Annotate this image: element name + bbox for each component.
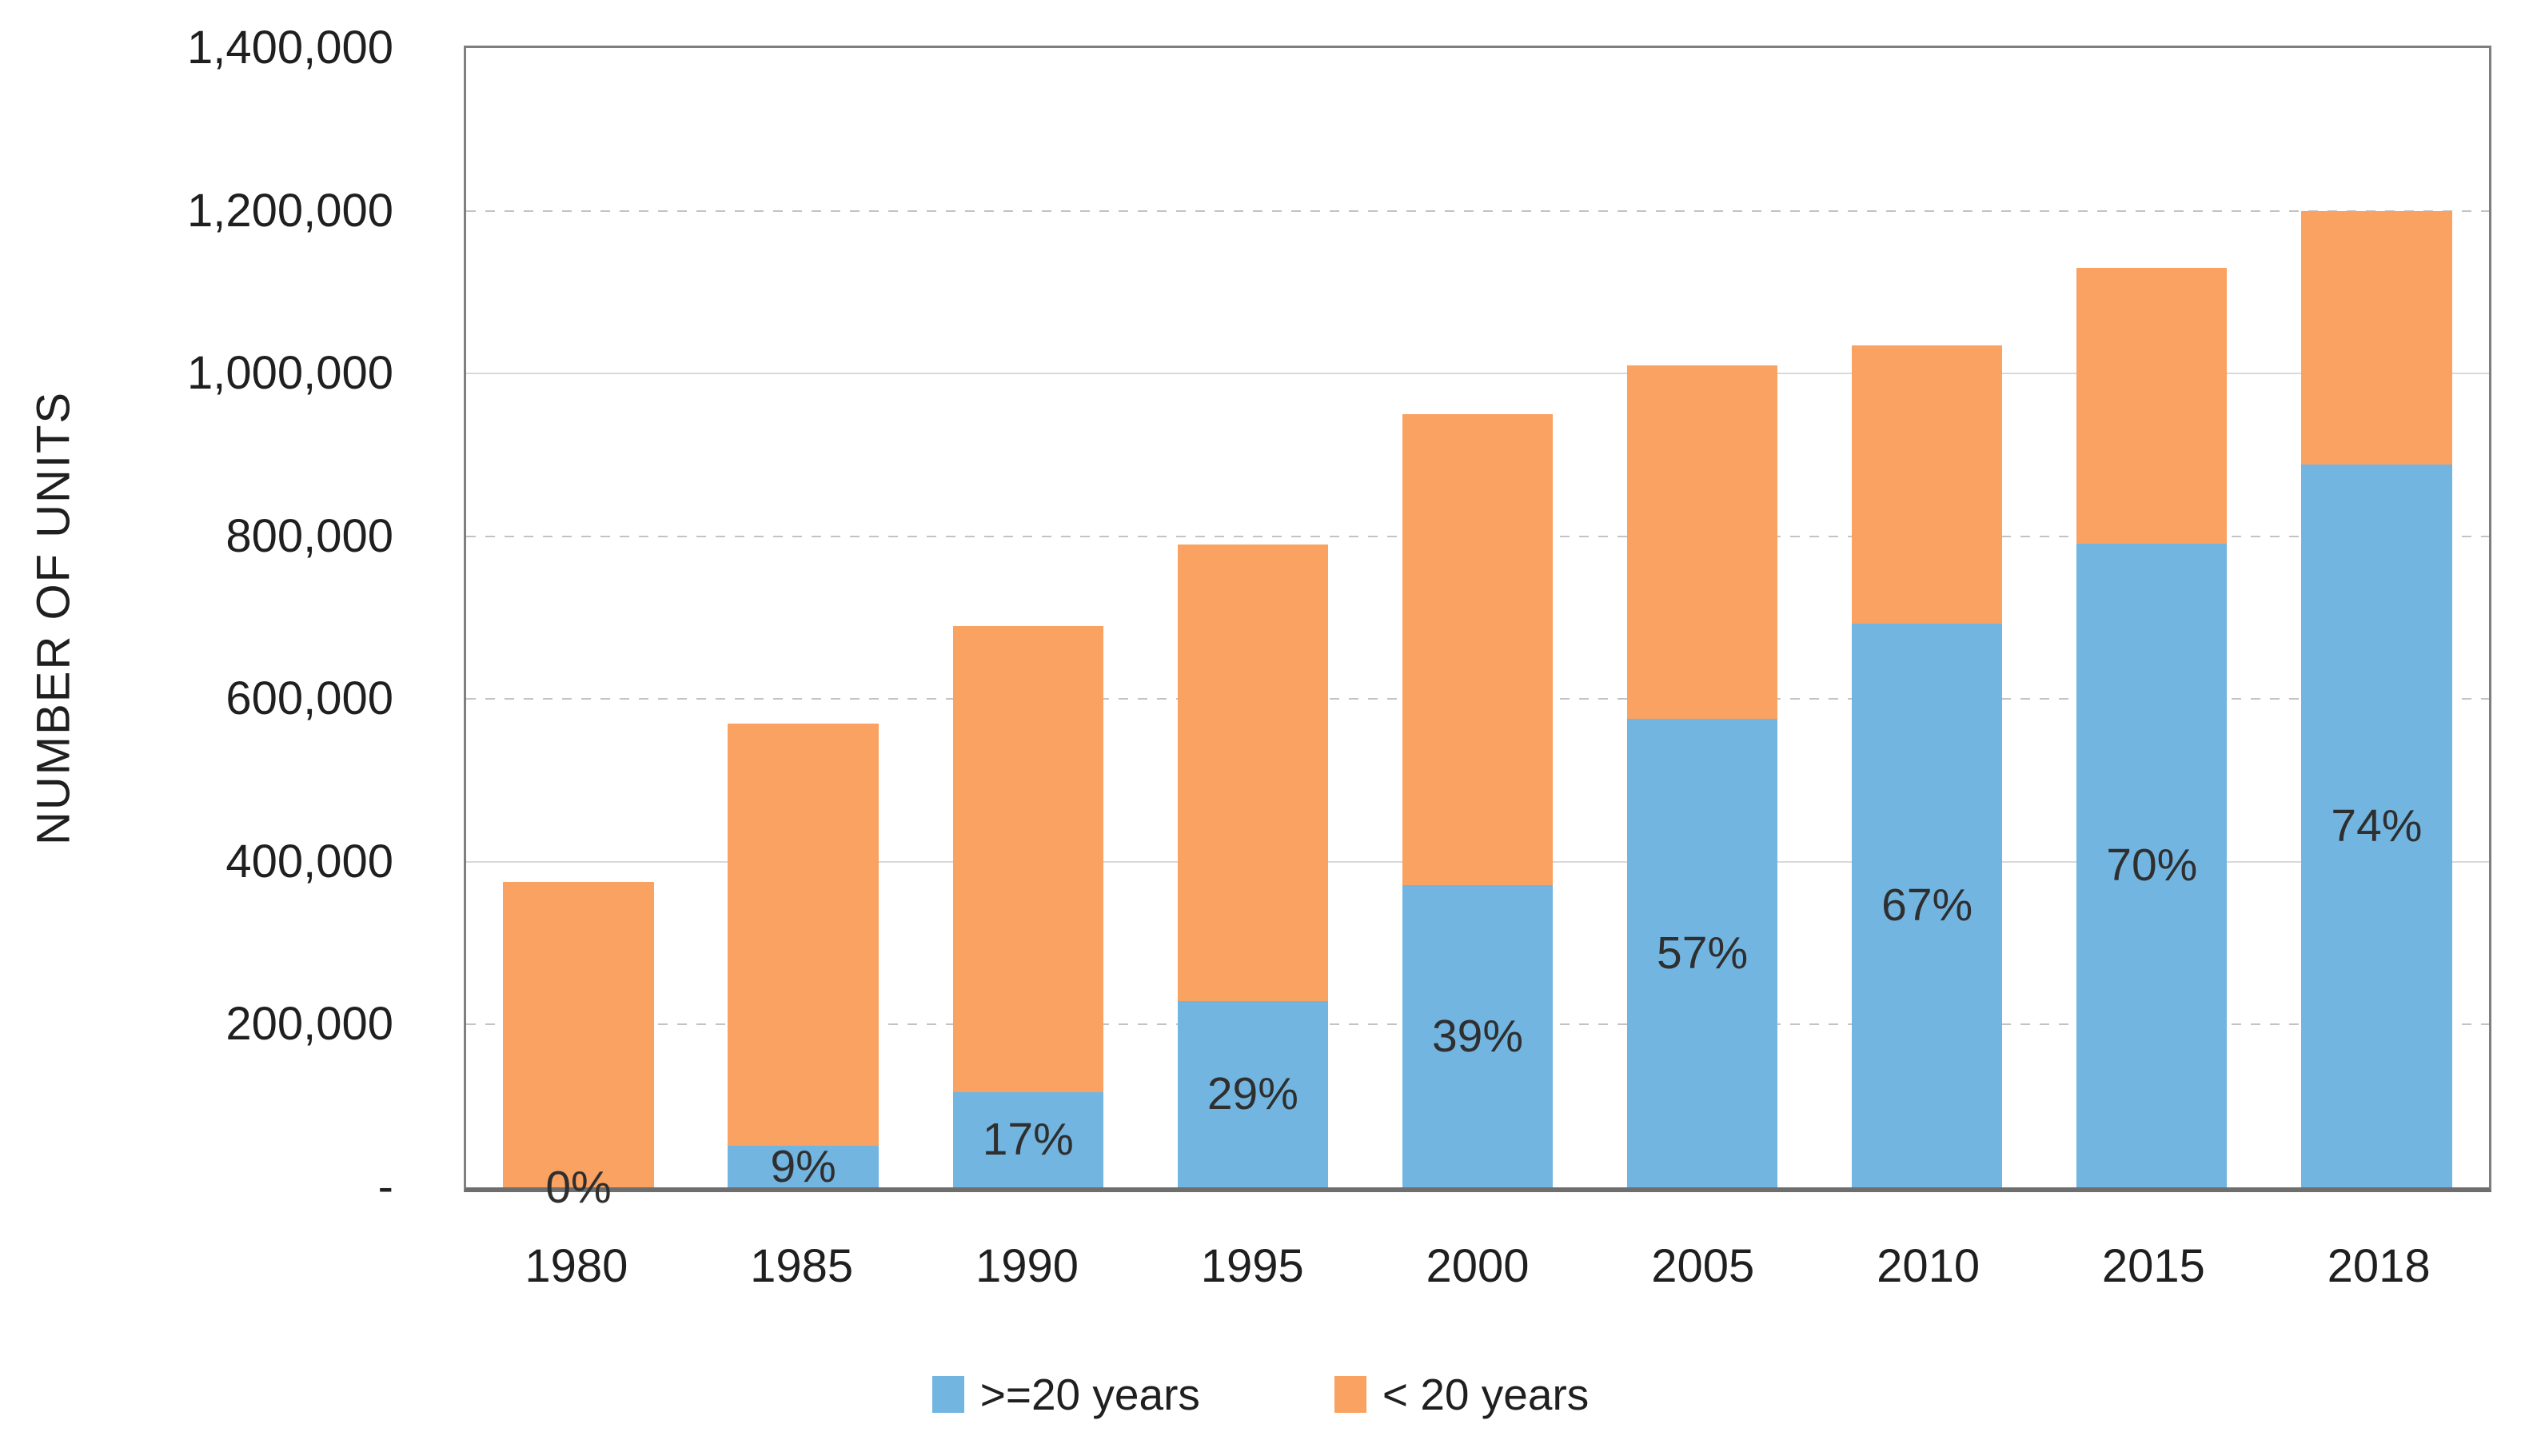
- bar-percent-label: 29%: [1207, 1068, 1298, 1120]
- x-tick-label: 2010: [1877, 1240, 1981, 1292]
- y-tick-label: 800,000: [225, 509, 393, 562]
- y-tick-label: 1,000,000: [186, 347, 393, 400]
- bar-segment-ge20-years: [728, 1146, 879, 1187]
- legend-swatch-lt20-years-icon: [1334, 1376, 1366, 1413]
- bar-percent-label: 70%: [2106, 840, 2198, 892]
- bar-segment-lt20-years: [2301, 210, 2452, 465]
- bar-segment-ge20-years: [1626, 718, 1778, 1187]
- gridline: [466, 373, 2489, 375]
- x-axis-labels: 1980 1985 1990 1995 2000 2005 2010 2015 2018: [464, 1238, 2491, 1295]
- plot-area: 0% 9% 17% 29% 39% 57% 67% 70% 74%: [464, 46, 2491, 1211]
- bar-segment-ge20-years: [1402, 885, 1554, 1187]
- bar-group-2005: 57%: [1590, 48, 1815, 1187]
- x-tick-label: 1985: [750, 1240, 854, 1292]
- bar-segment-lt20-years: [952, 625, 1103, 1092]
- y-tick-label: 1,200,000: [186, 184, 393, 237]
- bar-percent-label: 39%: [1431, 1011, 1524, 1063]
- bar-group-2015: 70%: [2040, 48, 2264, 1187]
- bar-segment-lt20-years: [728, 723, 879, 1147]
- y-tick-label: 1,400,000: [186, 22, 393, 74]
- x-tick-label: 1980: [525, 1240, 628, 1292]
- bar-segment-ge20-years: [2301, 465, 2452, 1187]
- legend-item-lt20-years: < 20 years: [1334, 1369, 1589, 1420]
- bar-segment-lt20-years: [1626, 365, 1778, 719]
- bar-segment-lt20-years: [503, 882, 654, 1187]
- bar-segment-lt20-years: [1402, 414, 1554, 886]
- bar-segment-lt20-years: [1852, 345, 2003, 624]
- bar-group-1995: 29%: [1140, 48, 1365, 1187]
- bar-group-2018: 74%: [2264, 48, 2489, 1187]
- bar-percent-label: 9%: [770, 1141, 836, 1193]
- y-axis-labels: - 200,000 400,000 600,000 800,000 1,000,000 1,…: [0, 0, 393, 1456]
- bars-layer: 0% 9% 17% 29% 39% 57% 67% 70% 74%: [466, 48, 2489, 1211]
- y-tick-label: 200,000: [225, 998, 393, 1051]
- bar-segment-lt20-years: [1177, 544, 1329, 1001]
- bar-group-2010: 67%: [1815, 48, 2040, 1187]
- bar-segment-lt20-years: [2076, 267, 2228, 544]
- bar-segment-ge20-years: [952, 1091, 1103, 1187]
- y-tick-label: 600,000: [225, 672, 393, 725]
- bar-percent-label: 74%: [2331, 800, 2423, 852]
- legend-swatch-ge20-years-icon: [931, 1376, 964, 1413]
- bar-segment-ge20-years: [1852, 623, 2003, 1187]
- legend-label-lt20-years: < 20 years: [1382, 1370, 1590, 1419]
- x-tick-label: 2015: [2101, 1240, 2205, 1292]
- x-tick-label: 2018: [2327, 1240, 2431, 1292]
- x-tick-label: 2005: [1651, 1240, 1755, 1292]
- legend-label-ge20-years: >=20 years: [979, 1370, 1200, 1419]
- bar-group-1980: 0%: [466, 48, 691, 1211]
- bar-percent-label: 17%: [982, 1114, 1074, 1166]
- x-tick-label: 1995: [1200, 1240, 1304, 1292]
- bar-group-1985: 9%: [691, 48, 915, 1191]
- bar-segment-ge20-years: [2076, 543, 2228, 1187]
- y-tick-label: 400,000: [225, 835, 393, 888]
- bar-group-2000: 39%: [1365, 48, 1590, 1187]
- bar-percent-label: 67%: [1881, 880, 1973, 931]
- bar-percent-label: 57%: [1657, 927, 1749, 979]
- bar-percent-label: 0%: [545, 1162, 612, 1213]
- legend-item-ge20-years: >=20 years: [931, 1369, 1200, 1420]
- x-tick-label: 1990: [975, 1240, 1079, 1292]
- legend: >=20 years < 20 years: [0, 1358, 2521, 1431]
- y-tick-label: -: [377, 1161, 393, 1213]
- bar-segment-ge20-years: [1177, 1000, 1329, 1187]
- x-tick-label: 2000: [1426, 1240, 1530, 1292]
- bar-group-1990: 17%: [915, 48, 1140, 1187]
- gridline: [466, 209, 2489, 212]
